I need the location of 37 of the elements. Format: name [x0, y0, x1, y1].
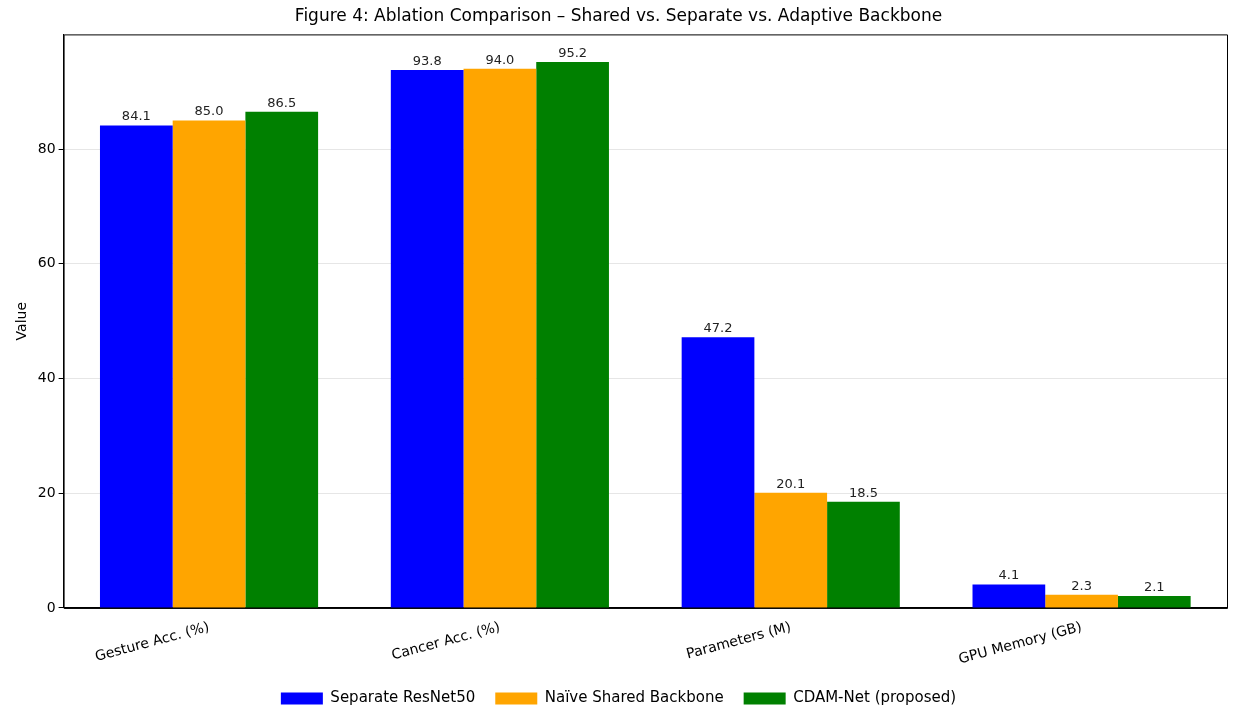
bar: [245, 111, 319, 608]
legend-label: CDAM-Net (proposed): [793, 688, 957, 707]
data-label: 4.1: [998, 567, 1020, 583]
bar: [536, 61, 609, 608]
data-label: 94.0: [485, 51, 515, 67]
y-axis-title: Value: [13, 301, 30, 341]
bar: [99, 125, 173, 608]
bar: [972, 584, 1046, 608]
data-label: 93.8: [412, 52, 442, 68]
y-tick-label: 60: [37, 254, 56, 271]
y-tick-label: 80: [37, 139, 56, 156]
bar: [172, 120, 246, 608]
data-label: 86.5: [267, 94, 297, 110]
bar: [390, 69, 464, 608]
data-label: 20.1: [776, 475, 806, 491]
x-tick-label: Gesture Acc. (%): [93, 618, 211, 664]
legend-label: Naïve Shared Backbone: [544, 688, 724, 707]
data-label: 84.1: [121, 108, 151, 124]
chart-title: Figure 4: Ablation Comparison – Shared vs. Separate vs. Adaptive Backbone: [294, 4, 943, 25]
bar: [827, 501, 900, 608]
y-tick-label: 0: [46, 598, 56, 615]
bar: [1117, 595, 1191, 608]
data-label: 2.3: [1071, 577, 1092, 593]
bar: [1045, 594, 1118, 608]
bar: [463, 68, 537, 608]
bar: [681, 337, 755, 608]
legend-label: Separate ResNet50: [330, 688, 476, 707]
y-tick-label: 20: [37, 483, 56, 500]
data-label: 85.0: [194, 103, 224, 119]
bar: [754, 492, 828, 608]
data-label: 95.2: [558, 44, 588, 60]
x-tick-label: GPU Memory (GB): [956, 618, 1084, 667]
x-tick-label: Cancer Acc. (%): [389, 618, 502, 663]
data-label: 18.5: [848, 484, 878, 500]
y-tick-label: 40: [37, 369, 56, 386]
data-label: 47.2: [703, 320, 733, 336]
data-label: 2.1: [1143, 578, 1165, 594]
